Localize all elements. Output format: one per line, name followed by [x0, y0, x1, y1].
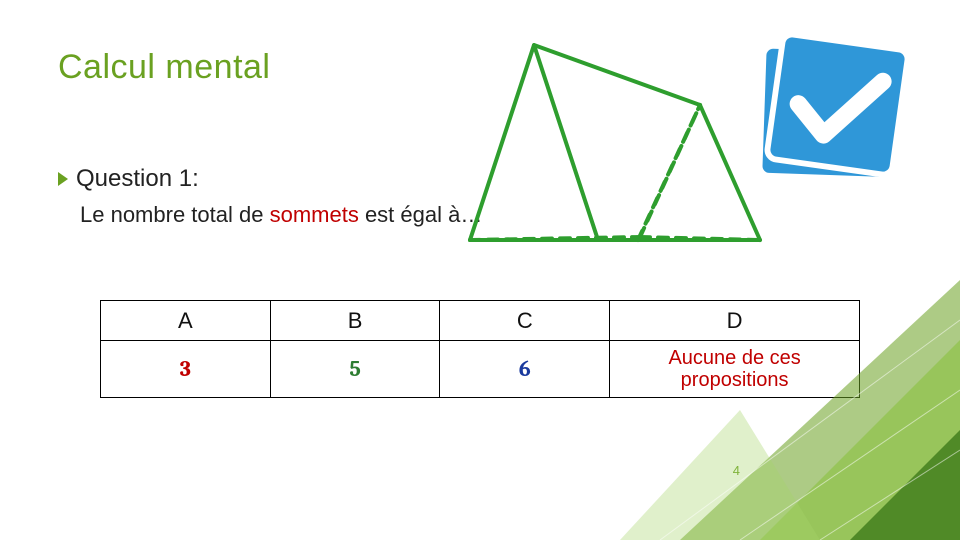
table-header-d: D: [610, 301, 860, 341]
page-number: 4: [733, 463, 740, 478]
question-label: Question 1:: [76, 165, 199, 193]
option-d: Aucune de ces propositions: [610, 341, 860, 398]
option-d-line2: propositions: [681, 369, 789, 391]
option-c: 6: [440, 341, 610, 398]
question-text: Le nombre total de sommets est égal à…: [80, 202, 482, 228]
table-header-c: C: [440, 301, 610, 341]
table-row: 3 5 6 Aucune de ces propositions: [101, 341, 860, 398]
option-b: 5: [270, 341, 440, 398]
slide: Calcul mental Question 1: Le nombre tota…: [0, 0, 960, 540]
table-header-a: A: [101, 301, 271, 341]
question-text-prefix: Le nombre total de: [80, 202, 270, 227]
checkmark-badge-icon: [755, 22, 920, 187]
option-d-line1: Aucune de ces: [668, 347, 800, 369]
option-a: 3: [101, 341, 271, 398]
question-heading: Question 1:: [58, 165, 199, 193]
page-title: Calcul mental: [58, 48, 270, 87]
table-header-b: B: [270, 301, 440, 341]
question-text-highlight: sommets: [270, 202, 359, 227]
table-row: A B C D: [101, 301, 860, 341]
prism-figure: [450, 25, 770, 255]
answer-table: A B C D 3 5 6 Aucune de ces propositions: [100, 300, 860, 398]
bullet-icon: [58, 172, 68, 186]
